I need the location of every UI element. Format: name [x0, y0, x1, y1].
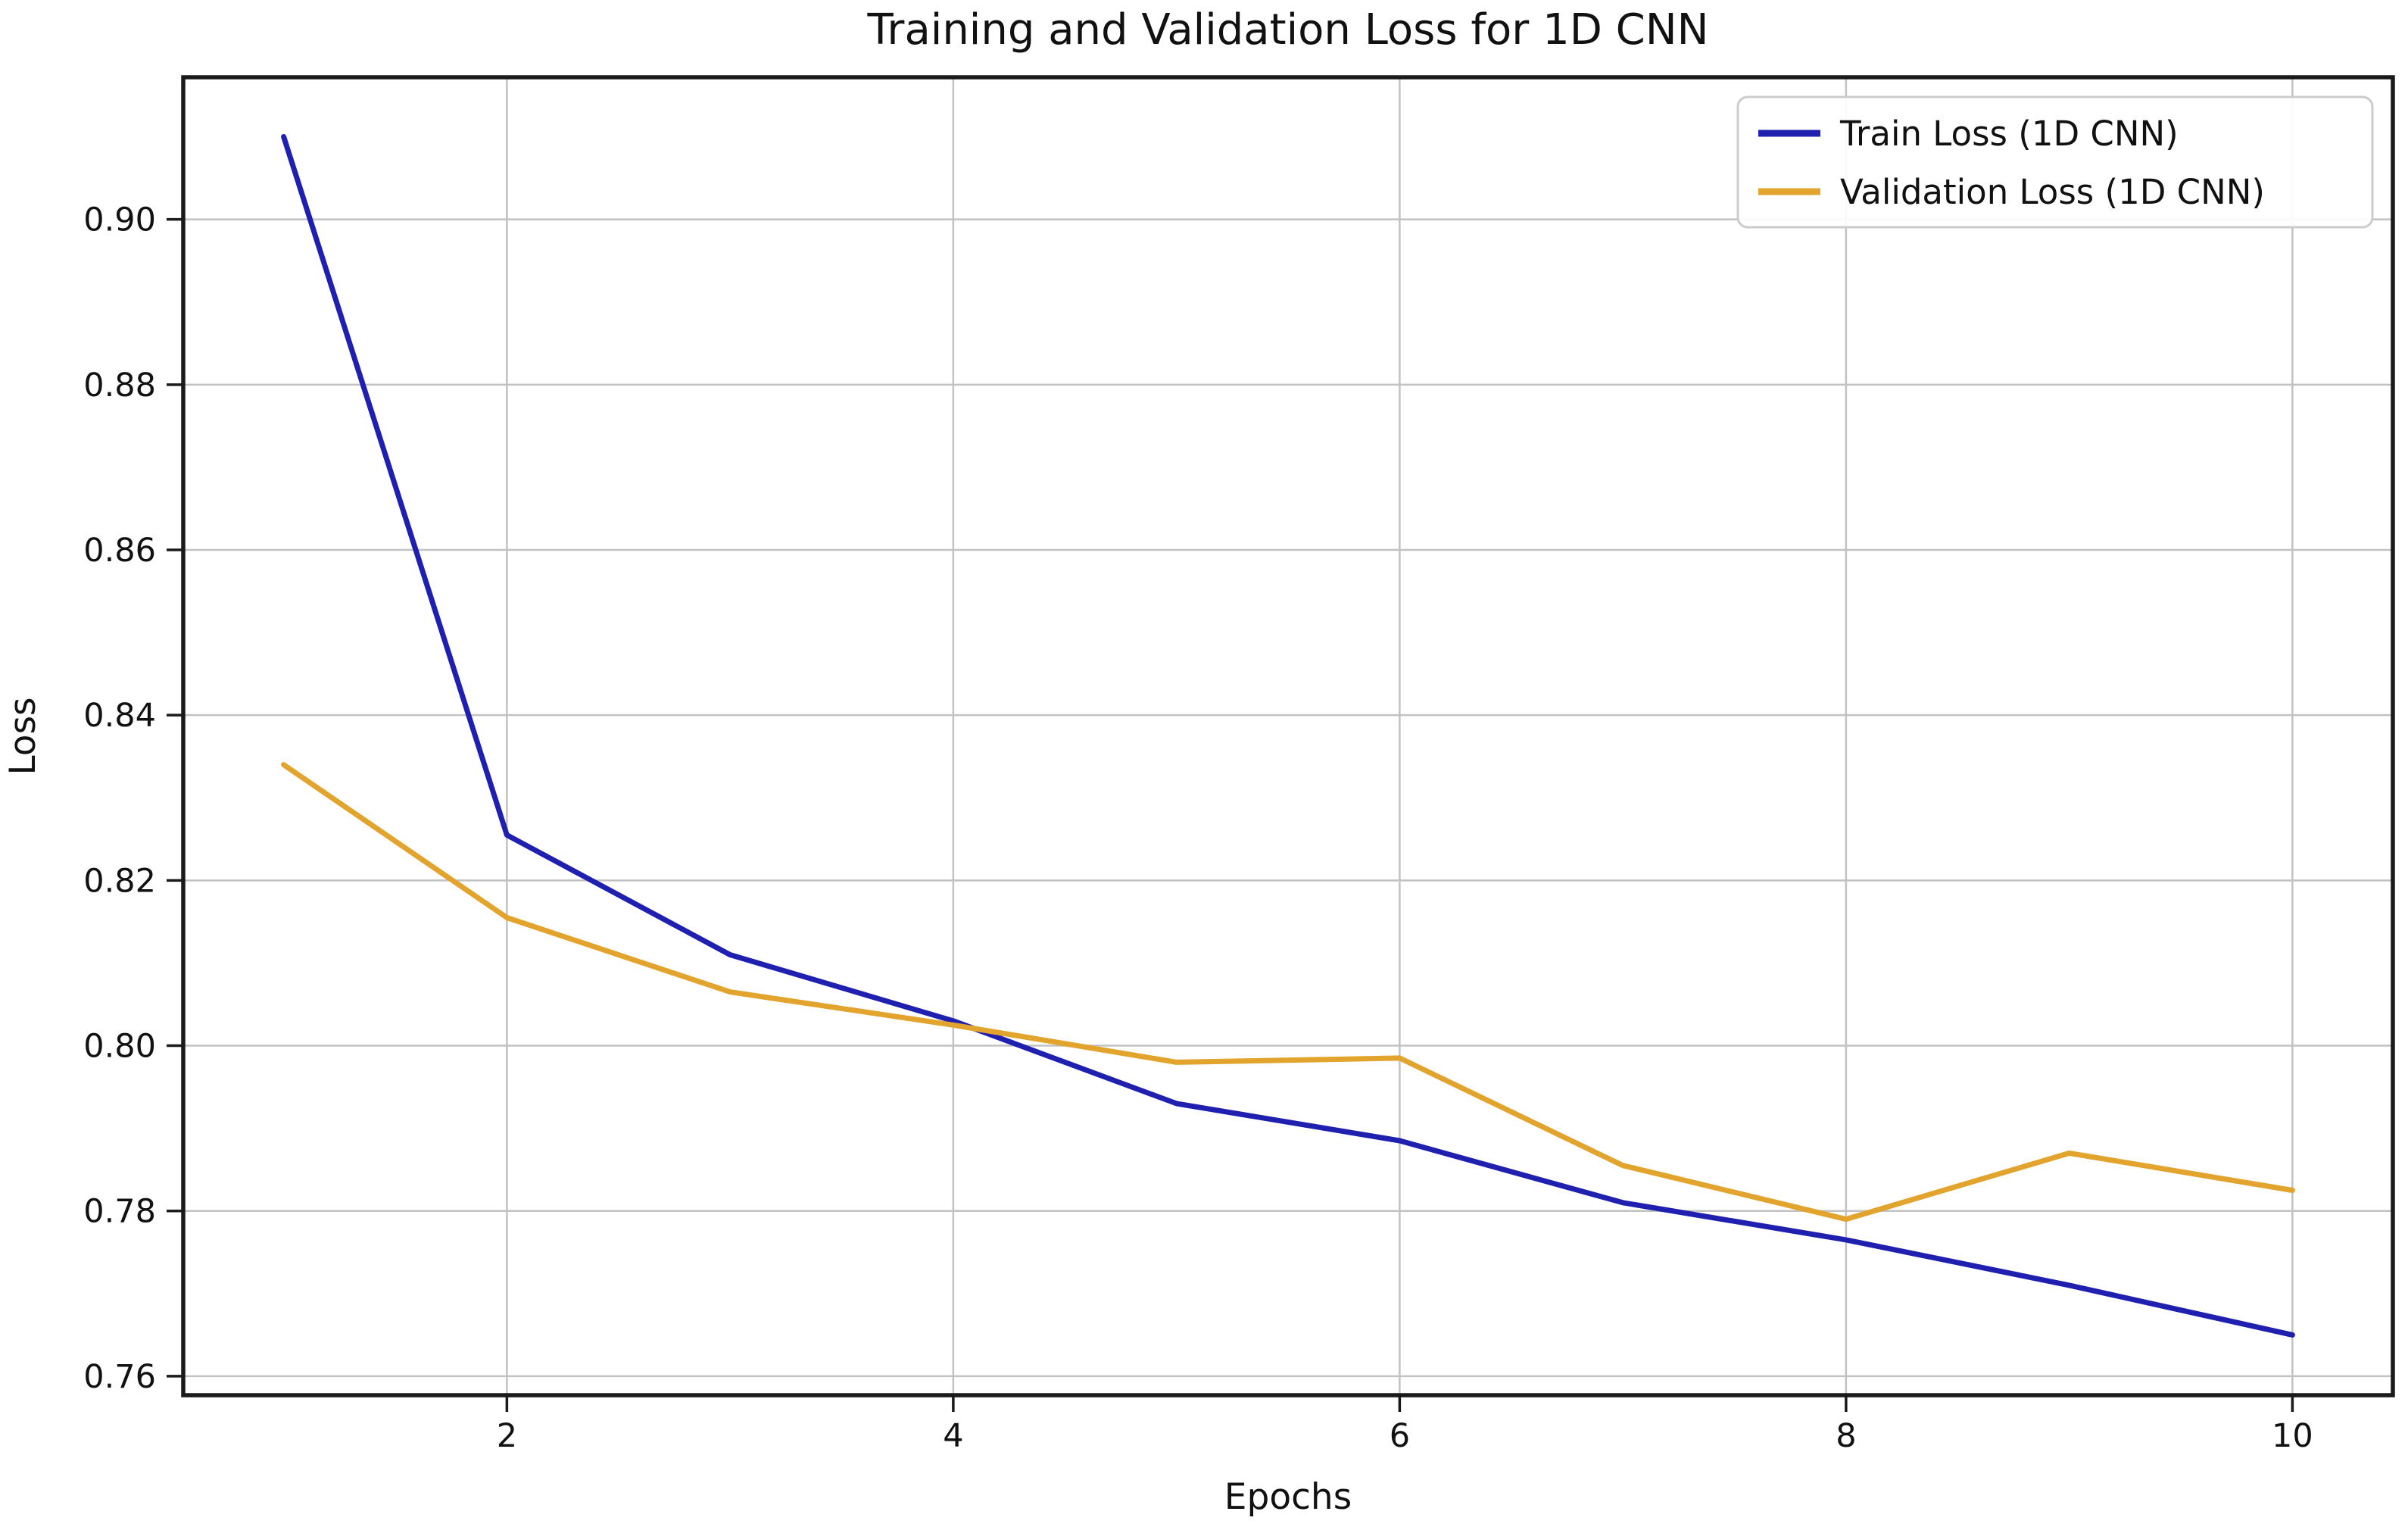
plot-border: [181, 75, 2395, 1397]
legend-box: [1736, 95, 2374, 229]
x-tick-label-2: 2: [497, 1417, 517, 1455]
x-tick-label-8: 8: [1836, 1417, 1856, 1455]
x-tick-label-6: 6: [1390, 1417, 1410, 1455]
chart-title: Training and Validation Loss for 1D CNN: [866, 5, 1708, 55]
grid-layer: [183, 77, 2393, 1395]
y-tick-label-0.76: 0.76: [83, 1358, 156, 1396]
legend-layer: Train Loss (1D CNN) Validation Loss (1D C…: [1736, 95, 2374, 229]
validation-loss-line: [281, 762, 2295, 1223]
ticks-layer: 2 4 6 8 10 0.76 0.78 0.80 0.82 0.84 0.86 0.88 0.90: [83, 201, 2313, 1455]
legend-entry-0-label: Train Loss (1D CNN): [1839, 114, 2179, 154]
train-loss-line: [281, 134, 2295, 1338]
y-tick-label-0.82: 0.82: [83, 862, 156, 900]
spines-layer: [181, 75, 2395, 1397]
x-tick-label-4: 4: [943, 1417, 963, 1455]
series-layer: [281, 134, 2295, 1338]
y-tick-label-0.88: 0.88: [83, 367, 156, 404]
y-tick-label-0.78: 0.78: [83, 1193, 156, 1231]
y-axis-label: Loss: [2, 697, 44, 775]
y-tick-label-0.86: 0.86: [83, 532, 156, 570]
legend-entry-1-label: Validation Loss (1D CNN): [1840, 172, 2265, 212]
y-tick-label-0.80: 0.80: [83, 1028, 156, 1066]
x-axis-label: Epochs: [1224, 1476, 1352, 1518]
y-tick-label-0.84: 0.84: [83, 697, 156, 735]
x-tick-label-10: 10: [2272, 1417, 2313, 1455]
y-tick-label-0.90: 0.90: [83, 201, 156, 239]
